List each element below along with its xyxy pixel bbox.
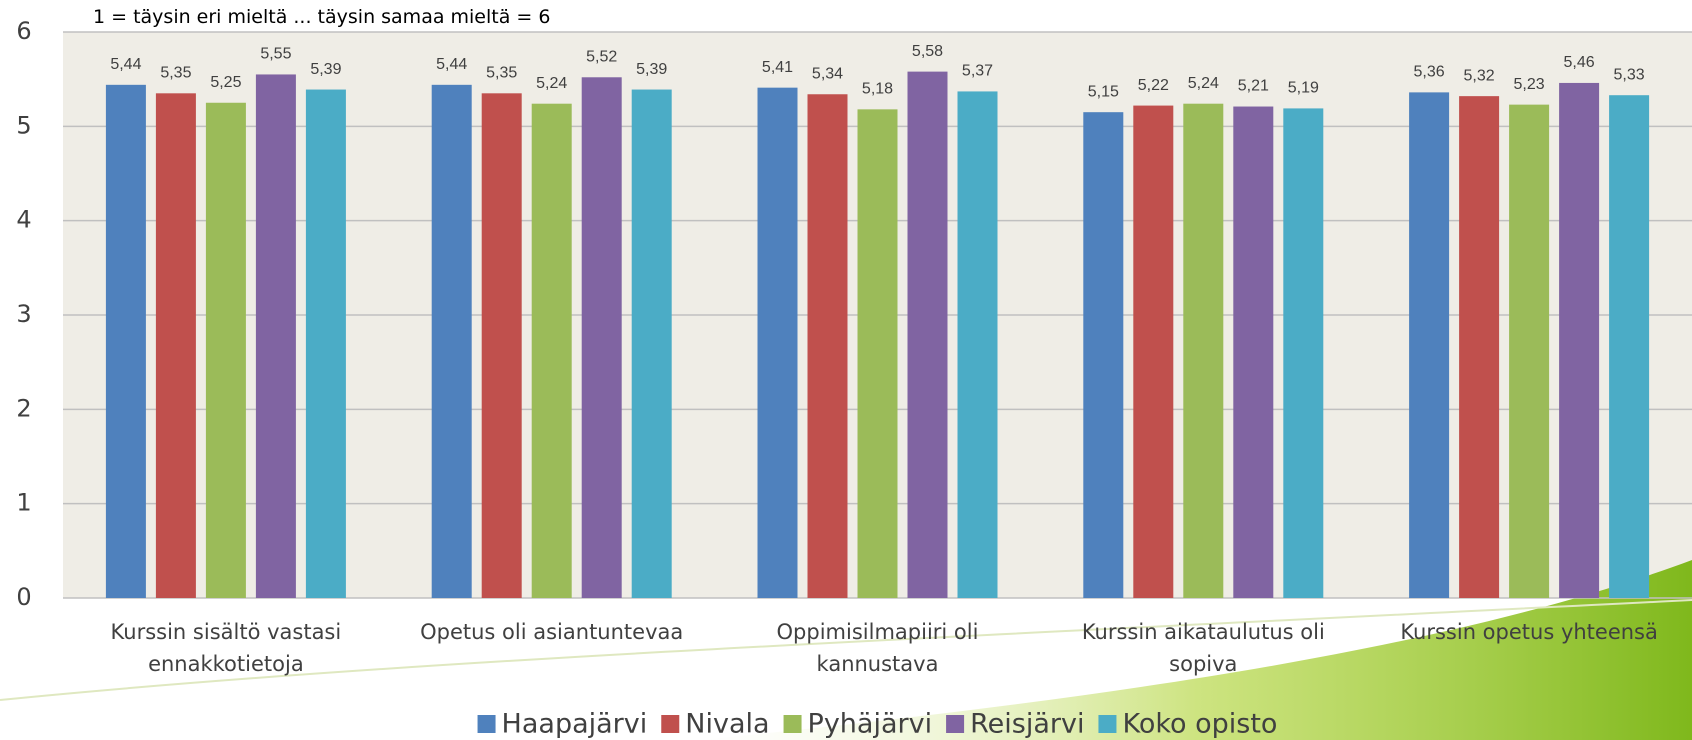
legend-swatch [946, 715, 964, 733]
legend-swatch [784, 715, 802, 733]
bar [808, 94, 848, 598]
value-label: 5,39 [636, 61, 667, 78]
value-label: 5,24 [1188, 75, 1219, 92]
bar [1183, 104, 1223, 598]
y-tick-label: 2 [16, 394, 31, 422]
value-label: 5,22 [1138, 77, 1169, 94]
x-tick-label: Kurssin opetus yhteensä [1379, 616, 1679, 648]
legend-label: Koko opisto [1122, 709, 1277, 740]
x-tick-label: Opetus oli asiantuntevaa [402, 616, 702, 648]
bar [1233, 107, 1273, 598]
y-tick-label: 6 [16, 17, 31, 45]
legend-swatch [661, 715, 679, 733]
y-tick-label: 4 [16, 206, 31, 234]
bar [306, 90, 346, 598]
y-tick-label: 5 [16, 111, 31, 139]
x-tick-label: Kurssin sisältö vastasi ennakkotietoja [76, 616, 376, 680]
value-label: 5,52 [586, 48, 617, 65]
value-label: 5,36 [1414, 64, 1445, 81]
value-label: 5,55 [260, 46, 291, 63]
bar [1083, 112, 1123, 598]
bar [908, 72, 948, 598]
x-tick-label: Kurssin aikataulutus oli sopiva [1053, 616, 1353, 680]
value-label: 5,33 [1614, 66, 1645, 83]
value-label: 5,34 [812, 65, 843, 82]
legend-swatch [1098, 715, 1116, 733]
value-label: 5,46 [1564, 54, 1595, 71]
bar [432, 85, 472, 598]
legend-label: Pyhäjärvi [808, 709, 933, 740]
legend-swatch [478, 715, 496, 733]
value-label: 5,35 [160, 65, 191, 82]
bar [206, 103, 246, 598]
legend-label: Haapajärvi [502, 709, 648, 740]
y-tick-label: 0 [16, 583, 31, 611]
bar [632, 90, 672, 598]
bar [256, 74, 296, 598]
value-label: 5,41 [762, 59, 793, 76]
bar [1409, 92, 1449, 598]
bar [958, 91, 998, 598]
bar [1509, 105, 1549, 598]
value-label: 5,44 [436, 56, 467, 73]
value-label: 5,35 [486, 65, 517, 82]
value-label: 5,37 [962, 63, 993, 80]
value-label: 5,19 [1288, 80, 1319, 97]
bar [156, 93, 196, 598]
page: {"chart_data": {"type": "bar", "subtitle… [0, 0, 1692, 740]
value-label: 5,15 [1088, 83, 1119, 100]
bar [1459, 96, 1499, 598]
bar [758, 88, 798, 598]
bar [1283, 108, 1323, 598]
subtitle: 1 = täysin eri mieltä ... täysin samaa m… [93, 6, 550, 28]
bar [532, 104, 572, 598]
bar [1609, 95, 1649, 598]
value-label: 5,21 [1238, 78, 1269, 95]
value-label: 5,25 [210, 74, 241, 91]
value-label: 5,44 [110, 56, 141, 73]
bar [582, 77, 622, 598]
bar [106, 85, 146, 598]
value-label: 5,39 [310, 61, 341, 78]
bar [1133, 106, 1173, 598]
legend-label: Reisjärvi [970, 709, 1084, 740]
y-tick-label: 3 [16, 300, 31, 328]
bar [482, 93, 522, 598]
bar [858, 109, 898, 598]
value-label: 5,32 [1464, 67, 1495, 84]
legend-label: Nivala [685, 709, 769, 740]
y-tick-label: 1 [16, 489, 31, 517]
value-label: 5,58 [912, 43, 943, 60]
bar [1559, 83, 1599, 598]
value-label: 5,23 [1514, 76, 1545, 93]
x-tick-label: Oppimisilmapiiri oli kannustava [728, 616, 1028, 680]
value-label: 5,24 [536, 75, 567, 92]
value-label: 5,18 [862, 81, 893, 98]
